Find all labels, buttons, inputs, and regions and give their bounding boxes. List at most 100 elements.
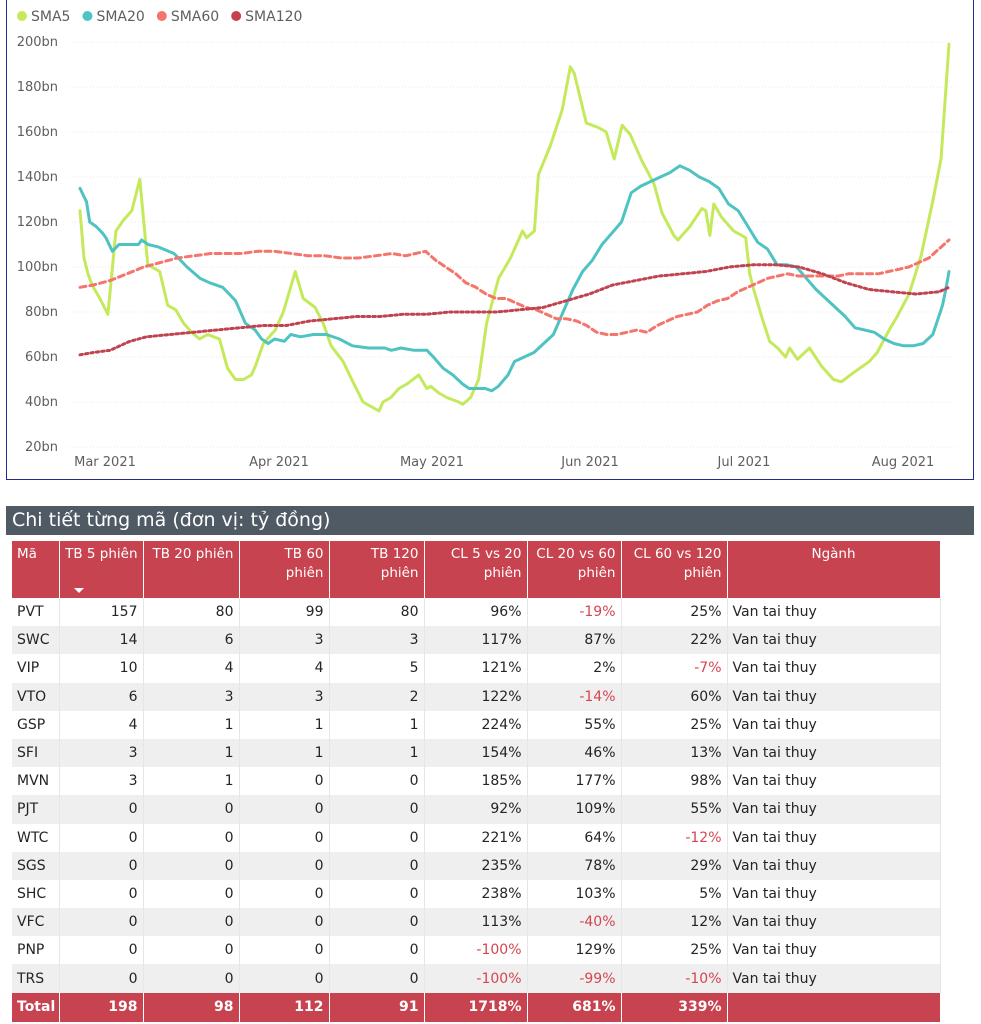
- cell-cl5-20: 235%: [424, 851, 528, 880]
- cell-cl20-60: 103%: [527, 879, 622, 909]
- cell-tb120: 2: [329, 682, 425, 711]
- cell-cl60-120: 55%: [621, 795, 728, 824]
- cell-tb60: 0: [239, 823, 330, 852]
- cell-cl60-120: -12%: [621, 823, 728, 852]
- cell-cl60-120: 22%: [621, 626, 728, 655]
- legend-marker-sma60: [156, 11, 167, 21]
- cell-nganh: Van tai thuy: [727, 851, 941, 880]
- cell-cl60-120: 25%: [621, 936, 728, 965]
- table-row[interactable]: PVT 157 80 99 80 96% -19% 25% Van tai thuy: [12, 598, 941, 627]
- cell-cl5-20: 238%: [424, 879, 528, 909]
- cell-tb60: 3: [239, 682, 330, 711]
- series-line-sma60: [78, 238, 951, 336]
- cell-tb20: 0: [143, 823, 240, 852]
- table-row[interactable]: WTC 0 0 0 0 221% 64% -12% Van tai thuy: [12, 823, 941, 852]
- cell-cl60-120: 25%: [621, 710, 728, 739]
- legend-marker-sma20: [82, 11, 93, 21]
- table-row[interactable]: GSP 4 1 1 1 224% 55% 25% Van tai thuy: [12, 710, 941, 739]
- sma-line-chart: 20bn 40bn 60bn 80bn 100bn 120bn 140bn 160bn 180b…: [17, 9, 955, 470]
- cell-tb5: 3: [59, 738, 144, 768]
- cell-tb20: 0: [143, 964, 240, 993]
- cell-tb120: 0: [329, 964, 425, 993]
- cell-tb120: 80: [329, 598, 425, 627]
- header-tb5-label: TB 5 phiên: [65, 546, 138, 562]
- cell-nganh: Van tai thuy: [727, 936, 941, 965]
- table-row[interactable]: SGS 0 0 0 0 235% 78% 29% Van tai thuy: [12, 851, 941, 880]
- x-tick-label: Mar 2021: [74, 455, 136, 470]
- cell-tb20: 0: [143, 879, 240, 909]
- y-tick-label: 180bn: [17, 80, 58, 95]
- y-tick-label: 40bn: [25, 395, 58, 410]
- header-ma[interactable]: Mã: [12, 541, 60, 598]
- cell-cl5-20: -100%: [424, 936, 528, 965]
- cell-nganh: Van tai thuy: [727, 682, 941, 711]
- table-row[interactable]: SHC 0 0 0 0 238% 103% 5% Van tai thuy: [12, 879, 941, 909]
- table-row[interactable]: VIP 10 4 4 5 121% 2% -7% Van tai thuy: [12, 654, 941, 683]
- y-tick-label: 140bn: [17, 170, 58, 185]
- table-row[interactable]: VTO 6 3 3 2 122% -14% 60% Van tai thuy: [12, 682, 941, 711]
- cell-ma: SFI: [12, 738, 60, 768]
- header-tb120[interactable]: TB 120 phiên: [329, 541, 425, 598]
- cell-ma: VFC: [12, 908, 60, 937]
- x-tick-label: Jun 2021: [560, 455, 619, 470]
- cell-nganh: Van tai thuy: [727, 795, 941, 824]
- cell-ma: PNP: [12, 936, 60, 965]
- table-row[interactable]: TRS 0 0 0 0 -100% -99% -10% Van tai thuy: [12, 964, 941, 993]
- cell-cl5-20: 221%: [424, 823, 528, 852]
- legend-label-sma5: SMA5: [31, 9, 70, 25]
- cell-cl20-60: 2%: [527, 654, 622, 683]
- cell-tb120: 1: [329, 710, 425, 739]
- header-cl5-20[interactable]: CL 5 vs 20 phiên: [424, 541, 528, 598]
- cell-cl5-20: 185%: [424, 767, 528, 796]
- cell-tb5: 0: [59, 823, 144, 852]
- cell-tb60: 0: [239, 795, 330, 824]
- table-row[interactable]: PJT 0 0 0 0 92% 109% 55% Van tai thuy: [12, 795, 941, 824]
- cell-cl5-20: 113%: [424, 908, 528, 937]
- total-tb20: 98: [143, 992, 240, 1022]
- table-row[interactable]: PNP 0 0 0 0 -100% 129% 25% Van tai thuy: [12, 936, 941, 965]
- total-nganh: [727, 992, 941, 1022]
- table-title: Chi tiết từng mã (đơn vị: tỷ đồng): [6, 506, 974, 535]
- cell-nganh: Van tai thuy: [727, 879, 941, 909]
- cell-tb5: 0: [59, 936, 144, 965]
- table-row[interactable]: MVN 3 1 0 0 185% 177% 98% Van tai thuy: [12, 767, 941, 796]
- cell-ma: WTC: [12, 823, 60, 852]
- cell-tb20: 0: [143, 795, 240, 824]
- cell-nganh: Van tai thuy: [727, 710, 941, 739]
- cell-tb20: 3: [143, 682, 240, 711]
- header-tb5[interactable]: TB 5 phiên: [59, 541, 144, 598]
- header-tb60[interactable]: TB 60 phiên: [239, 541, 330, 598]
- y-tick-label: 80bn: [25, 305, 58, 320]
- cell-tb120: 1: [329, 738, 425, 768]
- cell-tb5: 6: [59, 682, 144, 711]
- cell-tb20: 0: [143, 908, 240, 937]
- total-tb60: 112: [239, 992, 330, 1022]
- cell-tb60: 0: [239, 936, 330, 965]
- detail-table-panel: Chi tiết từng mã (đơn vị: tỷ đồng) Mã TB…: [6, 506, 974, 1024]
- cell-cl20-60: -19%: [527, 598, 622, 627]
- cell-cl5-20: 224%: [424, 710, 528, 739]
- series-line-sma20: [78, 164, 951, 393]
- cell-cl5-20: 92%: [424, 795, 528, 824]
- header-tb20[interactable]: TB 20 phiên: [143, 541, 240, 598]
- cell-tb120: 5: [329, 654, 425, 683]
- cell-tb5: 3: [59, 767, 144, 796]
- cell-tb60: 0: [239, 851, 330, 880]
- table-row[interactable]: SFI 3 1 1 1 154% 46% 13% Van tai thuy: [12, 738, 941, 768]
- total-cl20-60: 681%: [527, 992, 622, 1022]
- y-tick-label: 60bn: [25, 350, 58, 365]
- cell-nganh: Van tai thuy: [727, 823, 941, 852]
- legend-label-sma60: SMA60: [171, 9, 219, 25]
- table-row[interactable]: SWC 14 6 3 3 117% 87% 22% Van tai thuy: [12, 626, 941, 655]
- header-cl60-120[interactable]: CL 60 vs 120 phiên: [621, 541, 728, 598]
- sort-descending-icon: [73, 588, 84, 593]
- total-tb120: 91: [329, 992, 425, 1022]
- cell-cl20-60: 55%: [527, 710, 622, 739]
- table-row[interactable]: VFC 0 0 0 0 113% -40% 12% Van tai thuy: [12, 908, 941, 937]
- cell-tb20: 6: [143, 626, 240, 655]
- header-cl20-60[interactable]: CL 20 vs 60 phiên: [527, 541, 622, 598]
- cell-cl5-20: -100%: [424, 964, 528, 993]
- cell-ma: SGS: [12, 851, 60, 880]
- cell-tb5: 10: [59, 654, 144, 683]
- header-nganh[interactable]: Ngành: [727, 541, 941, 598]
